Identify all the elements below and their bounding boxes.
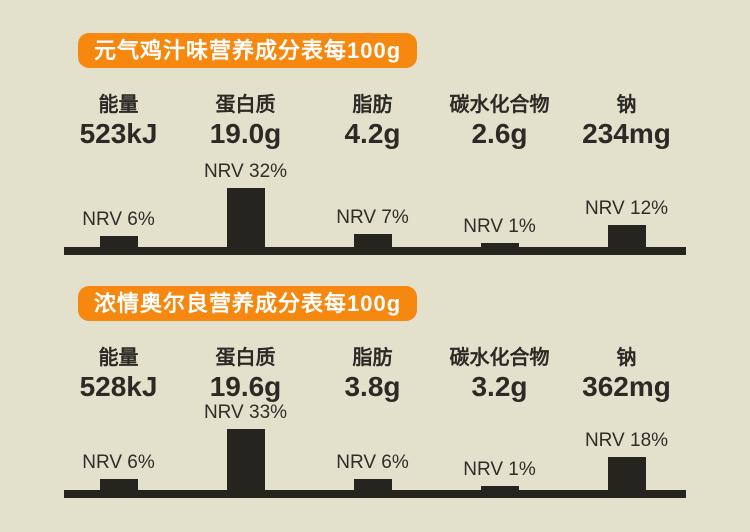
nrv-bar-group-sodium: NRV 18% [563,430,690,490]
nutrient-column-fat: 脂肪 4.2g [309,94,436,149]
nrv-label: NRV 33% [203,402,288,423]
nrv-label: NRV 32% [203,161,288,182]
nrv-bar-group-fat: NRV 6% [309,452,436,490]
nutrient-value: 19.6g [209,371,282,402]
nrv-bar-group-carbohydrate: NRV 1% [436,216,563,247]
nutrient-label: 碳水化合物 [449,347,550,369]
nrv-bar [480,243,519,247]
nutrient-value: 19.0g [209,118,282,149]
nrv-bar [480,486,519,490]
nutrient-row: 能量 523kJ 蛋白质 19.0g 脂肪 4.2g 碳水化合物 2.6g 钠 … [0,94,690,149]
nutrient-label: 钠 [616,347,637,369]
nutrient-label: 脂肪 [352,347,393,369]
nrv-bar [226,188,265,247]
bars-row: NRV 6% NRV 33% NRV 6% NRV 1% NRV 18% [0,402,690,490]
nrv-bar-group-protein: NRV 33% [182,402,309,490]
nrv-bar-group-energy: NRV 6% [55,452,182,490]
axis-baseline [64,490,686,498]
flavor-badge: 元气鸡汁味营养成分表每100g [78,33,418,68]
nrv-bar-group-energy: NRV 6% [55,209,182,247]
nutrient-column-energy: 能量 528kJ [55,347,182,402]
nrv-bar-group-fat: NRV 7% [309,207,436,247]
nutrient-value: 3.8g [344,371,401,402]
nutrient-label: 蛋白质 [215,347,276,369]
nrv-bar [226,429,265,490]
nrv-label: NRV 6% [82,209,155,230]
nrv-bar [99,479,138,490]
nrv-label: NRV 6% [336,452,409,473]
nrv-bar [353,234,392,247]
nutrient-column-energy: 能量 523kJ [55,94,182,149]
nrv-bar [99,236,138,247]
nrv-label: NRV 18% [584,430,669,451]
nutrient-value: 523kJ [79,118,158,149]
nutrient-value: 2.6g [471,118,528,149]
bars-row: NRV 6% NRV 32% NRV 7% NRV 1% NRV 12% [0,149,690,247]
nrv-label: NRV 1% [463,459,536,480]
nrv-bar [353,479,392,490]
nutrient-column-fat: 脂肪 3.8g [309,347,436,402]
nutrient-column-sodium: 钠 234mg [563,94,690,149]
nutrient-column-protein: 蛋白质 19.0g [182,94,309,149]
nrv-label: NRV 7% [336,207,409,228]
nrv-bar [607,457,646,490]
nrv-label: NRV 6% [82,452,155,473]
nutrient-value: 528kJ [79,371,158,402]
chart-section-orleans: 浓情奥尔良营养成分表每100g 能量 528kJ 蛋白质 19.6g 脂肪 3.… [0,286,750,498]
nutrient-label: 钠 [616,94,637,116]
nrv-bar-group-sodium: NRV 12% [563,198,690,247]
nutrient-column-sodium: 钠 362mg [563,347,690,402]
nutrient-label: 能量 [98,94,139,116]
nrv-label: NRV 12% [584,198,669,219]
nrv-label: NRV 1% [463,216,536,237]
nutrient-value: 4.2g [344,118,401,149]
nutrient-column-carbohydrate: 碳水化合物 3.2g [436,347,563,402]
nutrient-label: 脂肪 [352,94,393,116]
chart-section-yuanqi-chicken: 元气鸡汁味营养成分表每100g 能量 523kJ 蛋白质 19.0g 脂肪 4.… [0,33,750,255]
nrv-bar [607,225,646,247]
nutrient-value: 362mg [582,371,671,402]
nrv-bar-group-carbohydrate: NRV 1% [436,459,563,490]
flavor-badge: 浓情奥尔良营养成分表每100g [78,286,418,321]
nutrient-column-protein: 蛋白质 19.6g [182,347,309,402]
nutrient-label: 蛋白质 [215,94,276,116]
nutrient-label: 碳水化合物 [449,94,550,116]
nutrient-value: 3.2g [471,371,528,402]
nutrient-label: 能量 [98,347,139,369]
axis-baseline [64,247,686,255]
nutrient-row: 能量 528kJ 蛋白质 19.6g 脂肪 3.8g 碳水化合物 3.2g 钠 … [0,347,690,402]
nutrient-value: 234mg [582,118,671,149]
nrv-bar-group-protein: NRV 32% [182,161,309,247]
nutrient-column-carbohydrate: 碳水化合物 2.6g [436,94,563,149]
